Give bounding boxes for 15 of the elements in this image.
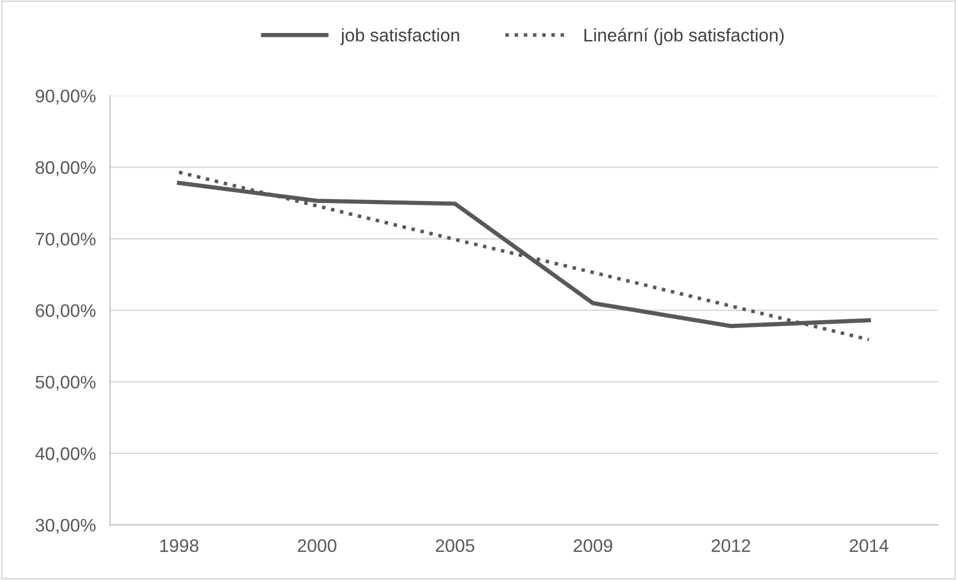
- x-tick-label: 2014: [850, 539, 888, 552]
- y-tick-label: 50,00%: [36, 376, 96, 391]
- y-tick-label: 40,00%: [35, 447, 96, 462]
- x-tick-label: 2005: [436, 539, 474, 552]
- x-tick-label: 2009: [574, 539, 612, 552]
- legend-label: Lineární (job satisfaction): [584, 28, 784, 46]
- y-tick-label: 80,00%: [36, 161, 96, 176]
- y-tick-label: 70,00%: [36, 232, 96, 248]
- legend-label: job satisfaction: [340, 28, 460, 46]
- x-tick-label: 2000: [298, 539, 336, 552]
- y-tick-label: 90,00%: [36, 90, 96, 105]
- y-tick-label: 30,00%: [36, 518, 96, 534]
- x-tick-label: 1998: [160, 539, 198, 552]
- x-tick-label: 2012: [712, 539, 750, 552]
- y-tick-label: 60,00%: [36, 304, 96, 320]
